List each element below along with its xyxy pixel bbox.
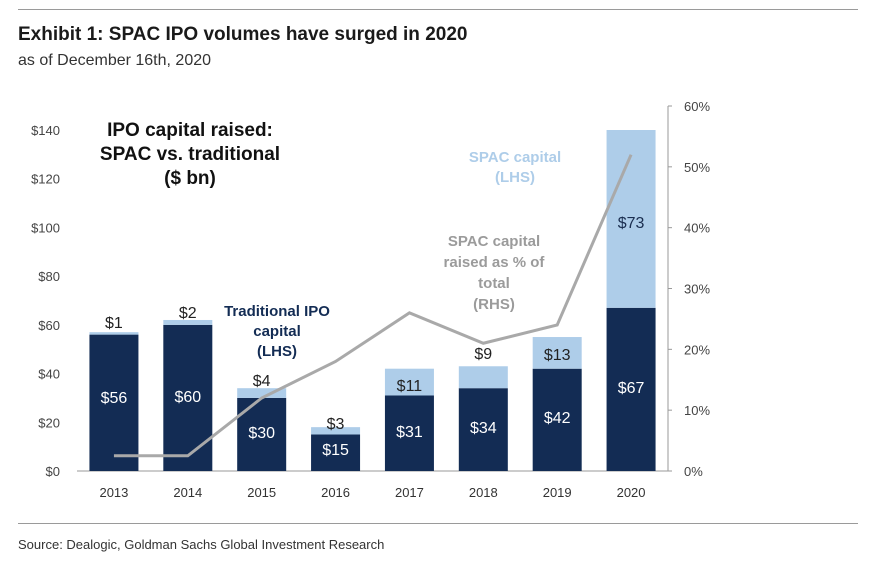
bar-traditional-label: $30 xyxy=(248,425,275,442)
bar-spac xyxy=(606,130,656,308)
left-axis-tick-label: $80 xyxy=(38,269,60,284)
bar-spac-label: $13 xyxy=(544,347,571,364)
bar-traditional xyxy=(311,434,361,471)
label-traditional-series: capital xyxy=(253,323,301,340)
bar-spac xyxy=(458,366,508,389)
page-subtitle: as of December 16th, 2020 xyxy=(18,52,212,69)
right-axis-tick-label: 50% xyxy=(684,160,710,175)
left-axis-tick-label: $40 xyxy=(38,367,60,382)
x-axis-tick-label: 2020 xyxy=(617,485,646,500)
label-pct-series: (RHS) xyxy=(473,296,515,313)
x-axis-tick-label: 2013 xyxy=(99,485,128,500)
label-pct-series: total xyxy=(478,275,510,292)
bar-spac xyxy=(384,368,434,396)
source-note: Source: Dealogic, Goldman Sachs Global I… xyxy=(18,537,385,552)
bar-spac-label: $9 xyxy=(474,346,492,363)
right-axis-tick-label: 30% xyxy=(684,282,710,297)
right-axis-tick-label: 40% xyxy=(684,221,710,236)
bar-traditional-label: $56 xyxy=(101,390,128,407)
bar-spac-label: $4 xyxy=(253,373,271,390)
label-spac-series: SPAC capital xyxy=(469,149,561,166)
bar-spac xyxy=(89,332,139,335)
bar-traditional xyxy=(163,324,213,471)
chart-inner-title-line: IPO capital raised: xyxy=(107,120,273,141)
bar-spac-label: $73 xyxy=(618,215,645,232)
bar-traditional-label: $67 xyxy=(618,380,645,397)
left-axis-tick-label: $140 xyxy=(31,123,60,138)
left-axis-tick-label: $120 xyxy=(31,172,60,187)
bar-spac-label: $1 xyxy=(105,315,123,332)
spac-pct-line xyxy=(113,154,633,458)
x-axis-tick-label: 2019 xyxy=(543,485,572,500)
left-axis-tick-label: $60 xyxy=(38,318,60,333)
bar-traditional xyxy=(458,388,508,471)
bar-spac xyxy=(311,427,361,435)
right-axis-tick-label: 0% xyxy=(684,464,703,479)
bar-traditional-label: $34 xyxy=(470,420,497,437)
bar-traditional-label: $15 xyxy=(322,442,349,459)
bar-spac-label: $11 xyxy=(397,378,423,395)
bar-traditional xyxy=(384,395,434,471)
x-axis-tick-label: 2018 xyxy=(469,485,498,500)
bar-spac-label: $3 xyxy=(327,416,345,433)
top-rule xyxy=(18,9,858,10)
bottom-rule xyxy=(18,523,858,524)
x-axis-tick-label: 2014 xyxy=(173,485,202,500)
chart-inner-title-line: SPAC vs. traditional xyxy=(100,144,280,165)
right-axis-tick-label: 10% xyxy=(684,403,710,418)
label-pct-series: raised as % of xyxy=(444,254,546,271)
bar-traditional xyxy=(89,334,139,471)
chart-inner-title-line: ($ bn) xyxy=(164,168,216,189)
bar-spac-label: $2 xyxy=(179,305,197,322)
bar-spac xyxy=(163,319,213,325)
x-axis-tick-label: 2017 xyxy=(395,485,424,500)
label-spac-series: (LHS) xyxy=(495,169,535,186)
right-axis-tick-label: 60% xyxy=(684,99,710,114)
label-traditional-series: Traditional IPO xyxy=(224,303,330,320)
bar-traditional xyxy=(532,368,582,471)
bar-spac xyxy=(532,337,582,369)
left-axis-tick-label: $20 xyxy=(38,415,60,430)
label-pct-series: SPAC capital xyxy=(448,233,540,250)
x-axis-tick-label: 2016 xyxy=(321,485,350,500)
bar-traditional-label: $31 xyxy=(396,424,423,441)
bar-traditional-label: $60 xyxy=(174,389,201,406)
right-axis-tick-label: 20% xyxy=(684,342,710,357)
label-traditional-series: (LHS) xyxy=(257,343,297,360)
bar-traditional xyxy=(606,307,656,471)
bar-traditional-label: $42 xyxy=(544,410,571,427)
page-title: Exhibit 1: SPAC IPO volumes have surged … xyxy=(18,24,468,45)
left-axis-tick-label: $0 xyxy=(46,464,60,479)
bar-spac xyxy=(237,388,287,398)
left-axis-tick-label: $100 xyxy=(31,220,60,235)
x-axis-tick-label: 2015 xyxy=(247,485,276,500)
